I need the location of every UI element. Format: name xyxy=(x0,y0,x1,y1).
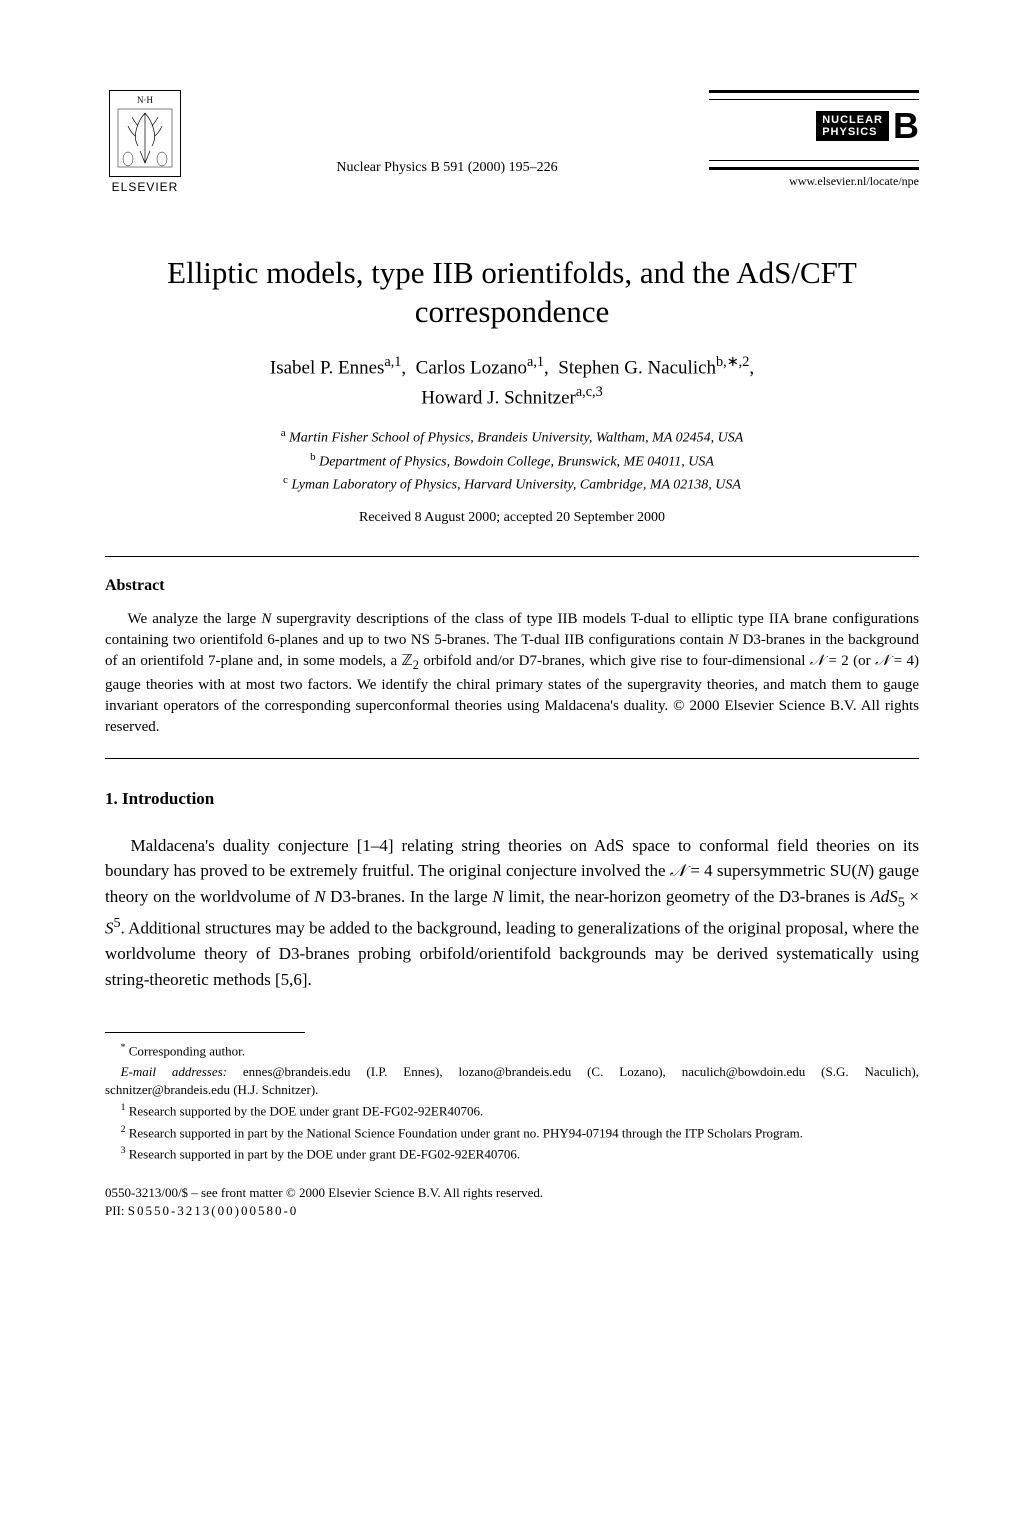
email-text: ennes@brandeis.edu (I.P. Ennes), lozano@… xyxy=(105,1064,919,1097)
publisher-name: ELSEVIER xyxy=(112,180,179,194)
abs-N1: N xyxy=(261,611,271,627)
paper-title: Elliptic models, type IIB orientifolds, … xyxy=(105,254,919,332)
paper-page: N·H ELSEVIER Nuclear Physics B 591 (2000… xyxy=(0,0,1024,1519)
footnote-corresponding: * Corresponding author. xyxy=(105,1041,919,1061)
footnote-rule xyxy=(105,1032,305,1033)
footer: 0550-3213/00/$ – see front matter © 2000… xyxy=(105,1184,919,1220)
affil-b: Department of Physics, Bowdoin College, … xyxy=(319,454,714,469)
intro-N1: N xyxy=(857,861,868,880)
footnotes: * Corresponding author. E-mail addresses… xyxy=(105,1041,919,1163)
authors-line: Isabel P. Ennesa,1, Carlos Lozanoa,1, St… xyxy=(105,352,919,414)
intro-p6: . Additional structures may be added to … xyxy=(105,919,919,989)
author-4-affil: a,c,3 xyxy=(576,384,603,400)
badge-rule-top xyxy=(709,90,919,100)
journal-badge: NUCLEAR PHYSICS B xyxy=(816,108,919,144)
author-4: Howard J. Schnitzer xyxy=(421,388,576,409)
corr-text: Corresponding author. xyxy=(129,1044,245,1059)
abs-calN2: 𝒩 xyxy=(875,653,889,669)
intro-ads: AdS xyxy=(870,887,897,906)
fn3-text: Research supported in part by the DOE un… xyxy=(129,1147,520,1162)
svg-text:N·H: N·H xyxy=(137,95,153,105)
fn2-marker: 2 xyxy=(121,1124,126,1135)
intro-paragraph: Maldacena's duality conjecture [1–4] rel… xyxy=(105,833,919,993)
affil-c: Lyman Laboratory of Physics, Harvard Uni… xyxy=(291,478,741,493)
badge-rule-bottom xyxy=(709,160,919,170)
journal-citation: Nuclear Physics B 591 (2000) 195–226 xyxy=(185,90,709,176)
intro-p2: = 4 supersymmetric SU( xyxy=(686,861,857,880)
intro-times: × xyxy=(905,887,919,906)
abstract-text: We analyze the large N supergravity desc… xyxy=(105,609,919,738)
author-3-affil: b,∗,2 xyxy=(716,354,749,370)
footnote-3: 3 Research supported in part by the DOE … xyxy=(105,1144,919,1164)
affiliations: a Martin Fisher School of Physics, Brand… xyxy=(105,425,919,496)
corr-marker: * xyxy=(121,1042,126,1053)
email-label: E-mail addresses: xyxy=(121,1064,227,1079)
affil-a: Martin Fisher School of Physics, Brandei… xyxy=(289,431,743,446)
abs-p4: orbifold and/or D7-branes, which give ri… xyxy=(419,653,810,669)
author-2-affil: a,1 xyxy=(527,354,544,370)
pii-line: PII: S0550-3213(00)00580-0 xyxy=(105,1202,919,1220)
fn3-marker: 3 xyxy=(121,1145,126,1156)
affil-b-label: b xyxy=(310,451,316,463)
author-2: Carlos Lozano xyxy=(416,357,527,378)
fn1-marker: 1 xyxy=(121,1102,126,1113)
footnote-2: 2 Research supported in part by the Nati… xyxy=(105,1123,919,1143)
footnote-emails: E-mail addresses: ennes@brandeis.edu (I.… xyxy=(105,1063,919,1099)
locate-url: www.elsevier.nl/locate/npe xyxy=(709,174,919,189)
footnote-1: 1 Research supported by the DOE under gr… xyxy=(105,1101,919,1121)
fn2-text: Research supported in part by the Nation… xyxy=(129,1125,803,1140)
rule-above-abstract xyxy=(105,556,919,557)
intro-ads5: 5 xyxy=(898,894,905,910)
intro-N2: N xyxy=(314,887,325,906)
abs-calN1: 𝒩 xyxy=(810,653,824,669)
section-1-heading: 1. Introduction xyxy=(105,789,919,809)
badge-box: NUCLEAR PHYSICS xyxy=(816,111,889,141)
intro-S: S xyxy=(105,919,114,938)
abs-N2: N xyxy=(728,632,738,648)
affil-a-label: a xyxy=(281,427,286,439)
pii-label: PII: xyxy=(105,1203,128,1218)
journal-badge-block: NUCLEAR PHYSICS B www.elsevier.nl/locate… xyxy=(709,90,919,189)
header-row: N·H ELSEVIER Nuclear Physics B 591 (2000… xyxy=(105,90,919,194)
copyright-line: 0550-3213/00/$ – see front matter © 2000… xyxy=(105,1184,919,1202)
abstract-heading: Abstract xyxy=(105,577,919,595)
dates-line: Received 8 August 2000; accepted 20 Sept… xyxy=(105,510,919,526)
rule-below-abstract xyxy=(105,758,919,759)
badge-letter: B xyxy=(893,108,919,144)
affil-c-label: c xyxy=(283,474,288,486)
author-1: Isabel P. Ennes xyxy=(270,357,385,378)
abs-p1: We analyze the large xyxy=(128,611,262,627)
pii-value: S0550-3213(00)00580-0 xyxy=(128,1203,299,1218)
badge-line1: NUCLEAR xyxy=(822,114,883,126)
author-1-affil: a,1 xyxy=(384,354,401,370)
abs-Z2: ℤ xyxy=(402,653,413,669)
fn1-text: Research supported by the DOE under gran… xyxy=(129,1104,484,1119)
elsevier-tree-icon: N·H xyxy=(109,90,181,177)
elsevier-logo: N·H ELSEVIER xyxy=(105,90,185,194)
intro-N3: N xyxy=(492,887,503,906)
badge-line2: PHYSICS xyxy=(822,126,883,138)
intro-p5: limit, the near-horizon geometry of the … xyxy=(504,887,871,906)
abs-eq2: = 2 (or xyxy=(824,653,875,669)
intro-p4: D3-branes. In the large xyxy=(326,887,493,906)
intro-s5: 5 xyxy=(114,915,121,931)
author-3: Stephen G. Naculich xyxy=(558,357,716,378)
intro-calN: 𝒩 xyxy=(670,861,686,880)
